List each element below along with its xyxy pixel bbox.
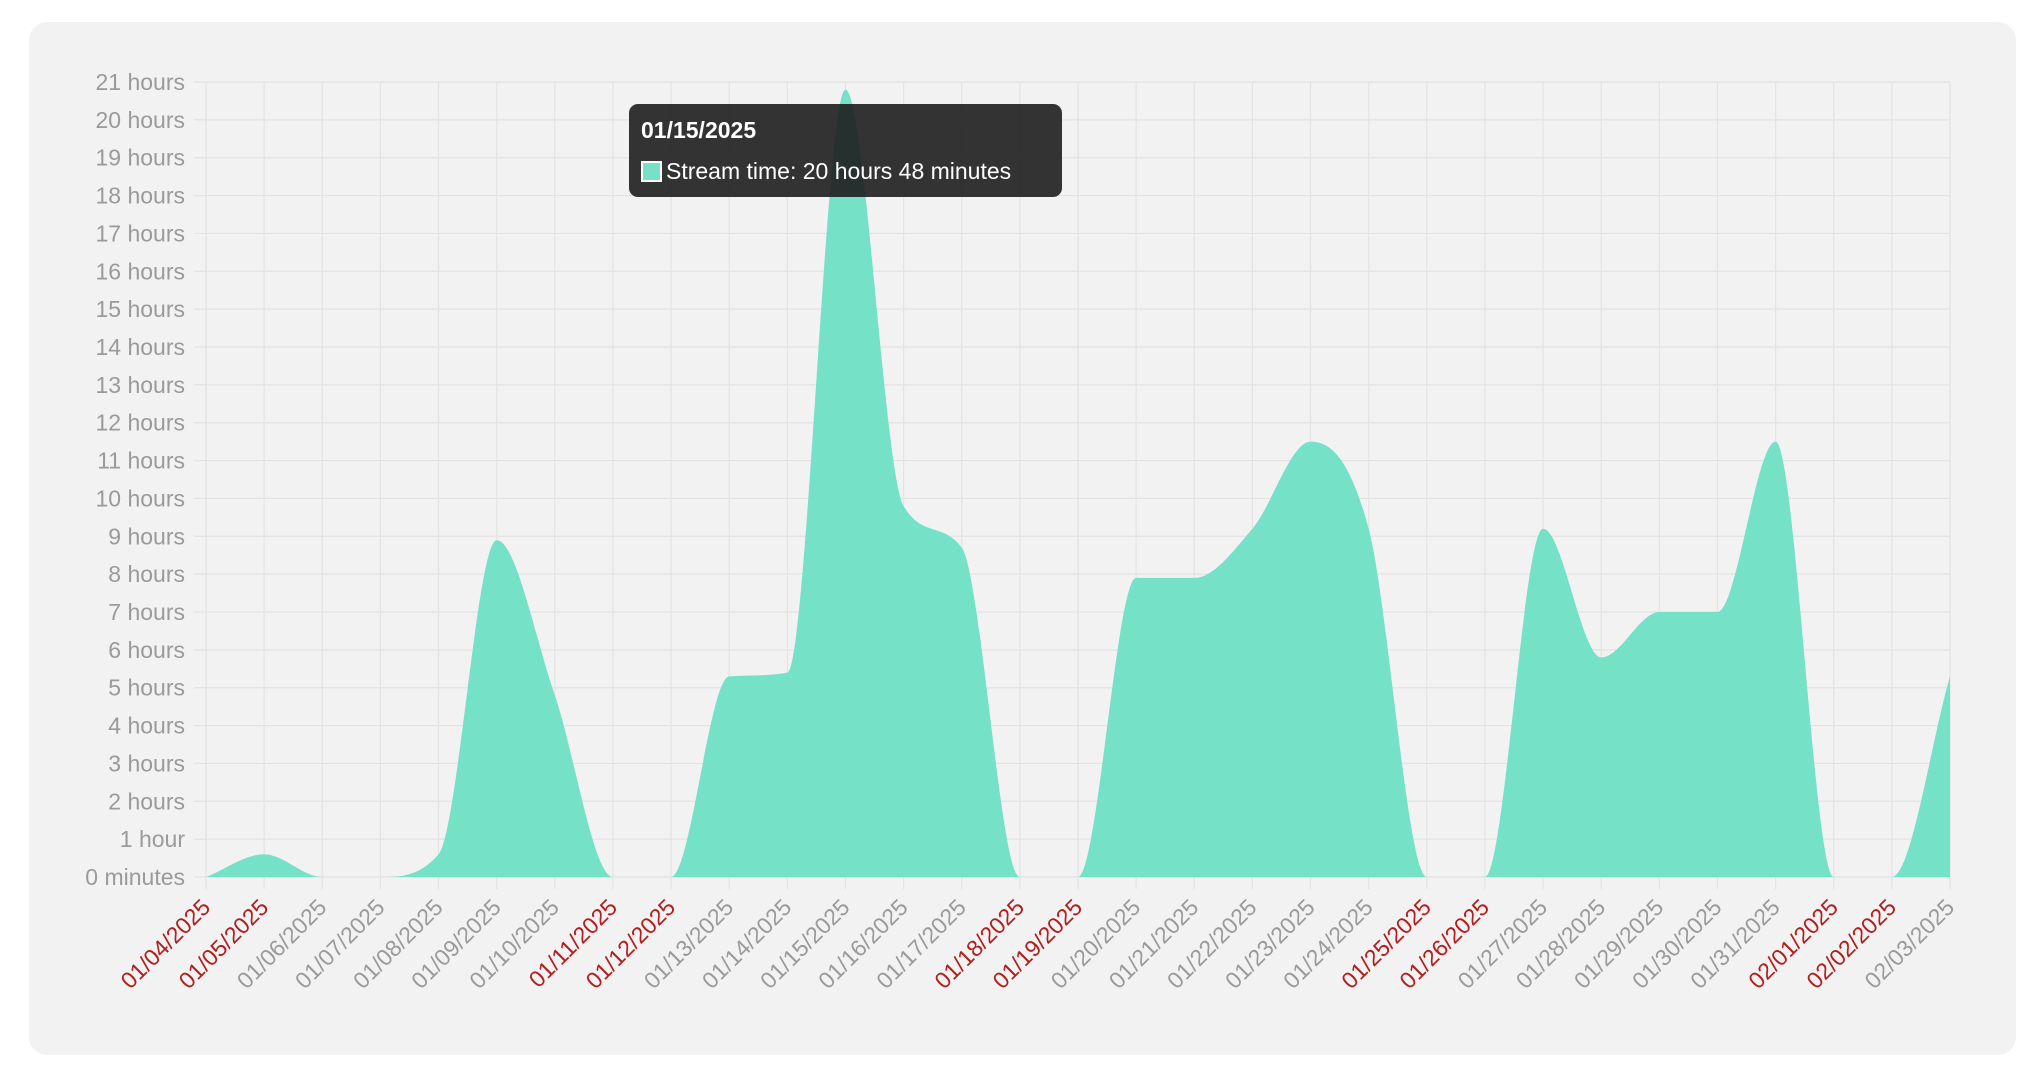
y-tick-label: 3 hours bbox=[108, 750, 185, 776]
chart-tooltip: 01/15/2025 Stream time: 20 hours 48 minu… bbox=[629, 104, 1062, 197]
data-point[interactable] bbox=[1828, 871, 1840, 883]
data-point[interactable] bbox=[723, 670, 735, 682]
data-point[interactable] bbox=[1886, 871, 1898, 883]
y-tick-label: 5 hours bbox=[108, 675, 185, 701]
data-point[interactable] bbox=[316, 871, 328, 883]
tooltip-row: Stream time: 20 hours 48 minutes bbox=[641, 158, 1050, 184]
data-point[interactable] bbox=[956, 542, 968, 554]
data-point[interactable] bbox=[607, 871, 619, 883]
data-point[interactable] bbox=[1479, 871, 1491, 883]
x-axis-ticks: 01/04/202501/05/202501/06/202501/07/2025… bbox=[115, 894, 1959, 994]
data-point[interactable] bbox=[665, 871, 677, 883]
data-point[interactable] bbox=[1770, 436, 1782, 448]
y-tick-label: 14 hours bbox=[95, 334, 185, 360]
stream-time-area bbox=[206, 89, 1950, 878]
data-point[interactable] bbox=[1944, 670, 1956, 682]
y-tick-label: 20 hours bbox=[95, 107, 185, 133]
data-point[interactable] bbox=[1188, 572, 1200, 584]
data-point[interactable] bbox=[433, 848, 445, 860]
y-tick-label: 15 hours bbox=[95, 296, 185, 322]
y-tick-label: 11 hours bbox=[97, 448, 185, 474]
data-point[interactable] bbox=[1130, 572, 1142, 584]
y-tick-label: 8 hours bbox=[108, 561, 185, 587]
y-tick-label: 12 hours bbox=[95, 410, 185, 436]
data-point[interactable] bbox=[1711, 606, 1723, 618]
data-point[interactable] bbox=[1363, 523, 1375, 535]
y-tick-label: 19 hours bbox=[95, 145, 185, 171]
data-point[interactable] bbox=[1595, 651, 1607, 663]
data-point[interactable] bbox=[781, 667, 793, 679]
data-point[interactable] bbox=[549, 689, 561, 701]
y-axis-ticks: 0 minutes 1 hour 2 hours 3 hours 4 hours 5 ho… bbox=[85, 69, 185, 890]
y-tick-label: 18 hours bbox=[95, 183, 185, 209]
data-point[interactable] bbox=[839, 84, 851, 96]
data-point[interactable] bbox=[1537, 523, 1549, 535]
data-point[interactable] bbox=[1246, 523, 1258, 535]
y-tick-label: 13 hours bbox=[95, 372, 185, 398]
y-tick-label: 17 hours bbox=[95, 220, 185, 246]
data-point[interactable] bbox=[1014, 871, 1026, 883]
data-point[interactable] bbox=[1421, 871, 1433, 883]
y-tick-label: 10 hours bbox=[95, 485, 185, 511]
tooltip-swatch bbox=[641, 160, 662, 182]
y-tick-label: 7 hours bbox=[108, 599, 185, 625]
data-point[interactable] bbox=[491, 534, 503, 546]
y-tick-label: 9 hours bbox=[108, 523, 185, 549]
y-tick-label: 6 hours bbox=[108, 637, 185, 663]
data-point[interactable] bbox=[1653, 606, 1665, 618]
data-point[interactable] bbox=[1072, 871, 1084, 883]
tooltip-title: 01/15/2025 bbox=[641, 117, 757, 143]
data-point[interactable] bbox=[258, 848, 270, 860]
y-tick-label: 21 hours bbox=[95, 69, 185, 95]
data-point[interactable] bbox=[374, 871, 386, 883]
y-tick-label: 2 hours bbox=[108, 788, 185, 814]
data-point[interactable] bbox=[898, 500, 910, 512]
y-tick-label: 4 hours bbox=[108, 713, 185, 739]
y-tick-label: 16 hours bbox=[95, 258, 185, 284]
y-tick-label: 0 minutes bbox=[85, 864, 185, 890]
data-point[interactable] bbox=[200, 871, 212, 883]
tooltip-series-label: Stream time: 20 hours 48 minutes bbox=[666, 158, 1012, 184]
y-tick-label: 1 hour bbox=[120, 826, 186, 852]
area-series bbox=[200, 84, 1956, 883]
data-point[interactable] bbox=[1305, 436, 1317, 448]
